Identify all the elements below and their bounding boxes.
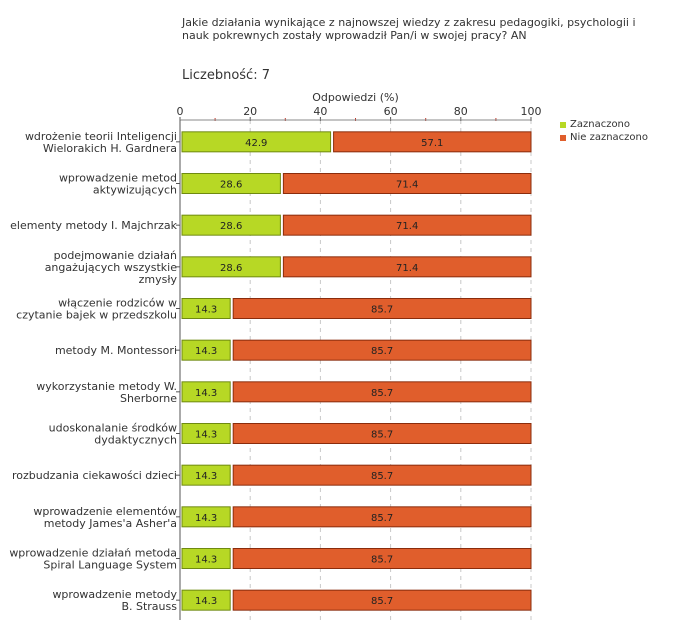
bar-value-label: 14.3 (195, 555, 217, 566)
category-label: zmysły (139, 273, 178, 286)
bar-value-label: 42.9 (245, 138, 267, 149)
bar-nie-zaznaczono (232, 464, 532, 486)
x-tick-label: 60 (384, 105, 398, 118)
category-label: podejmowanie działań (54, 249, 177, 262)
bar-value-label: 14.3 (195, 388, 217, 399)
bar-nie-zaznaczono (232, 589, 532, 611)
bar-nie-zaznaczono (232, 506, 532, 528)
bar-zaznaczono (181, 506, 231, 528)
category-label: B. Strauss (121, 600, 177, 613)
category-label: Wielorakich H. Gardnera (43, 142, 177, 155)
bar-value-label: 85.7 (371, 305, 393, 316)
x-tick-label: 100 (521, 105, 542, 118)
category-label: Sherborne (120, 392, 177, 405)
sample-size-label: Liczebność: (182, 68, 258, 83)
bar-nie-zaznaczono (232, 423, 532, 444)
bar-value-label: 85.7 (371, 430, 393, 441)
bar-zaznaczono (181, 548, 231, 569)
x-tick-label: 0 (177, 105, 184, 118)
legend-swatch-zaznaczono (560, 121, 566, 128)
x-tick-label: 80 (454, 105, 468, 118)
bar-nie-zaznaczono (333, 131, 532, 153)
legend-label-zaznaczono: Zaznaczono (570, 119, 631, 130)
bar-value-label: 71.4 (396, 180, 418, 191)
x-axis-title: Odpowiedzi (%) (312, 91, 399, 104)
sample-size: Liczebność: 7 (182, 68, 270, 83)
category-label: czytanie bajek w przedszkolu (16, 309, 177, 322)
category-label: metody M. Montessori (55, 344, 177, 357)
category-label: aktywizujących (93, 184, 177, 197)
bar-zaznaczono (181, 298, 231, 319)
bar-value-label: 28.6 (220, 221, 242, 232)
category-label: wprowadzenie działań metoda (9, 547, 177, 560)
bar-value-label: 14.3 (195, 346, 217, 357)
bar-nie-zaznaczono (232, 339, 532, 361)
x-tick-label: 20 (243, 105, 257, 118)
bar-zaznaczono (181, 173, 281, 194)
bar-value-label: 14.3 (195, 430, 217, 441)
bar-nie-zaznaczono (282, 214, 532, 236)
legend-item-nie-zaznaczono: Nie zaznaczono (560, 131, 648, 144)
bar-value-label: 14.3 (195, 305, 217, 316)
bar-zaznaczono (181, 214, 281, 236)
x-tick-label: 40 (313, 105, 327, 118)
bar-value-label: 57.1 (421, 138, 443, 149)
chart-legend: Zaznaczono Nie zaznaczono (560, 118, 648, 144)
bar-value-label: 14.3 (195, 513, 217, 524)
category-label: wprowadzenie metod (59, 172, 177, 185)
category-label: rozbudzania ciekawości dzieci (12, 469, 177, 482)
bar-zaznaczono (181, 381, 231, 403)
category-label: włączenie rodziców w (58, 297, 177, 310)
bar-value-label: 85.7 (371, 346, 393, 357)
legend-label-nie-zaznaczono: Nie zaznaczono (570, 132, 649, 143)
bar-nie-zaznaczono (232, 548, 532, 569)
sample-size-value: 7 (261, 68, 270, 83)
category-label: dydaktycznych (94, 434, 177, 447)
legend-item-zaznaczono: Zaznaczono (560, 118, 648, 131)
bar-value-label: 71.4 (396, 221, 418, 232)
bar-zaznaczono (181, 339, 231, 361)
bar-zaznaczono (181, 464, 231, 486)
bar-nie-zaznaczono (232, 381, 532, 403)
legend-swatch-nie-zaznaczono (560, 134, 566, 141)
bar-nie-zaznaczono (232, 298, 532, 319)
bar-value-label: 85.7 (371, 596, 393, 607)
bar-value-label: 28.6 (220, 180, 242, 191)
bar-nie-zaznaczono (282, 256, 532, 278)
bar-zaznaczono (181, 131, 332, 153)
bar-zaznaczono (181, 256, 281, 278)
category-label: udoskonalanie środków (49, 422, 177, 435)
category-label: elementy metody I. Majchrzak (10, 219, 177, 232)
bar-value-label: 85.7 (371, 555, 393, 566)
category-label: wprowadzenie metody (52, 588, 177, 601)
bar-value-label: 85.7 (371, 513, 393, 524)
category-label: wprowadzenie elementów (33, 505, 177, 518)
bar-value-label: 85.7 (371, 388, 393, 399)
bar-value-label: 14.3 (195, 596, 217, 607)
bar-value-label: 71.4 (396, 263, 418, 274)
bar-value-label: 28.6 (220, 263, 242, 274)
bar-zaznaczono (181, 589, 231, 611)
chart-question: Jakie działania wynikające z najnowszej … (182, 16, 636, 42)
category-label: Spiral Language System (43, 559, 177, 572)
bar-nie-zaznaczono (282, 173, 532, 194)
category-label: angażujących wszystkie (45, 261, 178, 274)
bar-value-label: 14.3 (195, 471, 217, 482)
bar-zaznaczono (181, 423, 231, 444)
category-label: metody James'a Asher'a (44, 517, 177, 530)
bar-value-label: 85.7 (371, 471, 393, 482)
category-label: wykorzystanie metody W. (36, 380, 177, 393)
category-label: wdrożenie teorii Inteligencji (25, 130, 177, 143)
